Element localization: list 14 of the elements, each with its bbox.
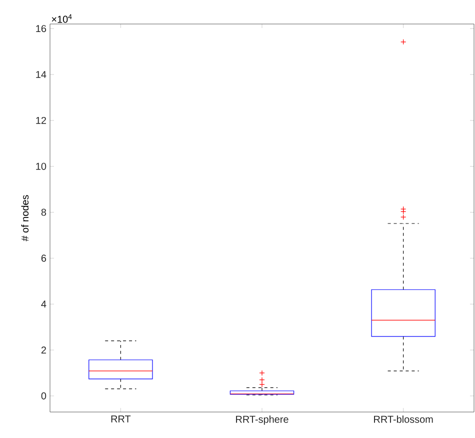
x-tick-label: RRT-blossom <box>374 416 433 423</box>
x-tick-label: RRT <box>111 416 131 422</box>
y-tick-label: 0 <box>41 392 46 400</box>
y-tick-label: 12 <box>36 116 46 124</box>
y-tick-label: 4 <box>41 300 46 308</box>
y-tick-label: 14 <box>36 71 46 78</box>
y-tick-label: 6 <box>41 254 46 262</box>
text: ×10$^{4}$ <box>52 14 72 23</box>
x-tick-label: RRT-sphere <box>236 416 288 425</box>
y-tick-label: 16 <box>36 25 46 32</box>
y-axis-title: # of nodes <box>21 195 29 242</box>
y-tick-label: 8 <box>41 208 46 216</box>
y-tick-label: 2 <box>41 346 46 354</box>
y-tick-label: 10 <box>36 162 46 170</box>
